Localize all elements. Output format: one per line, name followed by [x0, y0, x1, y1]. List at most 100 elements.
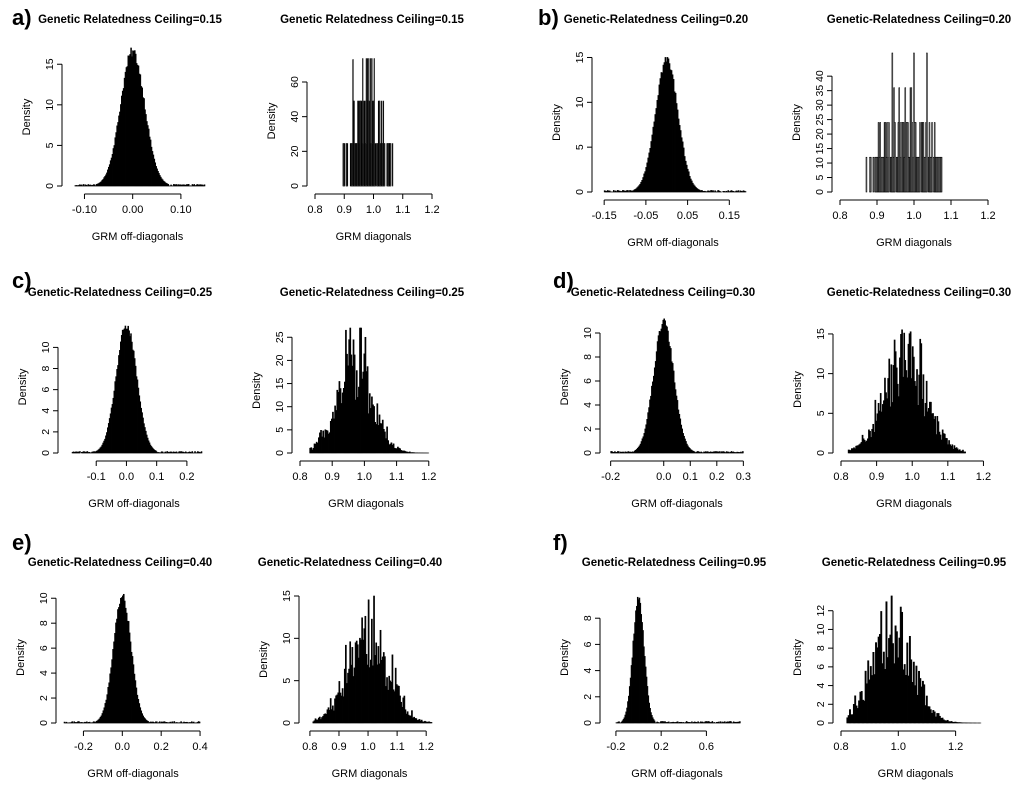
- histogram-bar: [194, 451, 196, 454]
- histogram-bar: [366, 366, 369, 454]
- histogram-bar: [173, 721, 176, 724]
- x-tick-label: -0.15: [592, 210, 617, 222]
- histogram-bar: [919, 122, 921, 193]
- histogram-bar: [617, 451, 620, 454]
- y-tick-label: 15: [274, 378, 286, 390]
- y-tick-label: 8: [815, 645, 827, 651]
- x-tick-label: 0.15: [719, 210, 740, 222]
- y-tick-label: 20: [274, 354, 286, 366]
- panel-label-b: b): [538, 5, 559, 30]
- x-tick-label: 0.9: [869, 210, 884, 222]
- histogram-bars: [615, 596, 741, 724]
- x-tick-label: 1.2: [976, 471, 991, 483]
- histogram-bar: [618, 721, 620, 724]
- y-tick-label: 10: [274, 401, 286, 413]
- histogram-bar: [153, 722, 155, 724]
- x-tick-label: 0.3: [736, 471, 751, 483]
- x-tick-label: 0.9: [331, 741, 346, 753]
- histogram-bar: [365, 58, 367, 187]
- y-tick-label: 0: [281, 720, 293, 726]
- histogram-bar: [680, 721, 682, 724]
- x-axis-label: GRM diagonals: [328, 498, 404, 510]
- chart-title: Genetic-Relatedness Ceiling=0.25: [28, 287, 213, 299]
- x-tick-label: 1.0: [891, 741, 906, 753]
- y-tick-label: 4: [582, 668, 594, 674]
- y-tick-label: 4: [38, 670, 50, 676]
- chart-title: Genetic Relatedness Ceiling=0.15: [280, 14, 464, 26]
- x-axis-label: GRM off-diagonals: [92, 231, 184, 243]
- x-axis-label: GRM off-diagonals: [627, 237, 719, 249]
- y-tick-label: 2: [582, 426, 594, 432]
- y-tick-label: 6: [815, 664, 827, 670]
- y-axis-label: Density: [266, 102, 278, 139]
- y-axis-label: Density: [551, 104, 563, 141]
- histogram-bar: [712, 190, 714, 193]
- histogram-bar: [926, 52, 928, 193]
- y-axis-label: Density: [792, 371, 804, 408]
- histogram-bar: [200, 451, 203, 454]
- histogram-panel-4: Genetic-Relatedness Ceiling=0.25 -0.1 0.0 0…: [17, 287, 213, 510]
- histogram-bar: [198, 721, 201, 724]
- histogram-panel-0: Genetic Relatedness Ceiling=0.15 -0.10 0.0…: [21, 14, 222, 243]
- histogram-bar: [717, 721, 720, 724]
- histogram-bar: [203, 184, 206, 187]
- histogram-bar: [951, 444, 954, 454]
- histogram-bar: [920, 343, 923, 454]
- y-tick-label: 35: [814, 85, 826, 97]
- x-tick-label: -0.2: [601, 471, 620, 483]
- histogram-bar: [888, 122, 890, 193]
- histogram-bar: [676, 721, 679, 724]
- x-tick-label: 0.0: [115, 741, 130, 753]
- x-tick-label: 0.0: [119, 471, 134, 483]
- histogram-bar: [81, 184, 83, 187]
- y-tick-label: 5: [815, 410, 827, 416]
- histogram-bar: [373, 58, 375, 187]
- y-tick-label: 5: [44, 142, 56, 148]
- y-tick-label: 4: [582, 402, 594, 408]
- x-axis-label: GRM off-diagonals: [88, 498, 180, 510]
- x-tick-label: 1.1: [389, 741, 404, 753]
- y-tick-label: 15: [44, 58, 56, 70]
- x-axis-label: GRM diagonals: [876, 498, 952, 510]
- histogram-bar: [82, 184, 85, 187]
- y-tick-label: 25: [274, 331, 286, 343]
- histogram-panel-10: Genetic-Relatedness Ceiling=0.95 -0.2 0.2 0…: [559, 557, 767, 780]
- y-axis-label: Density: [258, 641, 270, 678]
- x-tick-label: -0.2: [74, 741, 93, 753]
- chart-title: Genetic-Relatedness Ceiling=0.25: [280, 287, 465, 299]
- histogram-bar: [964, 451, 966, 454]
- x-tick-label: 1.2: [980, 210, 995, 222]
- y-tick-label: 20: [289, 145, 301, 157]
- x-tick-label: -0.2: [606, 741, 625, 753]
- histogram-bar: [147, 720, 149, 724]
- panel-label-d: d): [553, 268, 574, 293]
- y-axis-label: Density: [792, 639, 804, 676]
- histogram-bars: [342, 58, 394, 187]
- histogram-bars: [74, 47, 206, 187]
- y-tick-label: 8: [582, 615, 594, 621]
- histogram-bar: [891, 52, 894, 193]
- histogram-panel-6: Genetic-Relatedness Ceiling=0.30 -0.2 0.0 0…: [559, 287, 755, 510]
- histogram-bar: [63, 721, 66, 724]
- histogram-bar: [653, 720, 656, 724]
- histogram-bar: [870, 156, 872, 193]
- y-tick-label: 40: [289, 111, 301, 123]
- chart-title: Genetic-Relatedness Ceiling=0.30: [571, 287, 755, 299]
- y-tick-label: 15: [574, 51, 586, 63]
- x-tick-label: 0.10: [170, 204, 191, 216]
- x-tick-label: 0.8: [832, 210, 847, 222]
- x-tick-label: 1.1: [389, 471, 404, 483]
- x-tick-label: 0.9: [337, 204, 352, 216]
- y-tick-label: 0: [40, 450, 52, 456]
- histogram-bar: [923, 684, 926, 724]
- panel-label-c: c): [12, 268, 32, 293]
- y-axis-label: Density: [559, 639, 571, 676]
- y-tick-label: 4: [815, 682, 827, 688]
- histogram-panel-11: Genetic-Relatedness Ceiling=0.95 0.8 1.0 1.…: [792, 557, 1007, 780]
- x-tick-label: 0.9: [869, 471, 884, 483]
- x-tick-label: 0.8: [833, 471, 848, 483]
- histogram-bars: [63, 593, 201, 724]
- x-axis-label: GRM diagonals: [878, 768, 954, 780]
- y-tick-label: 12: [815, 605, 827, 617]
- histogram-bar: [718, 451, 720, 454]
